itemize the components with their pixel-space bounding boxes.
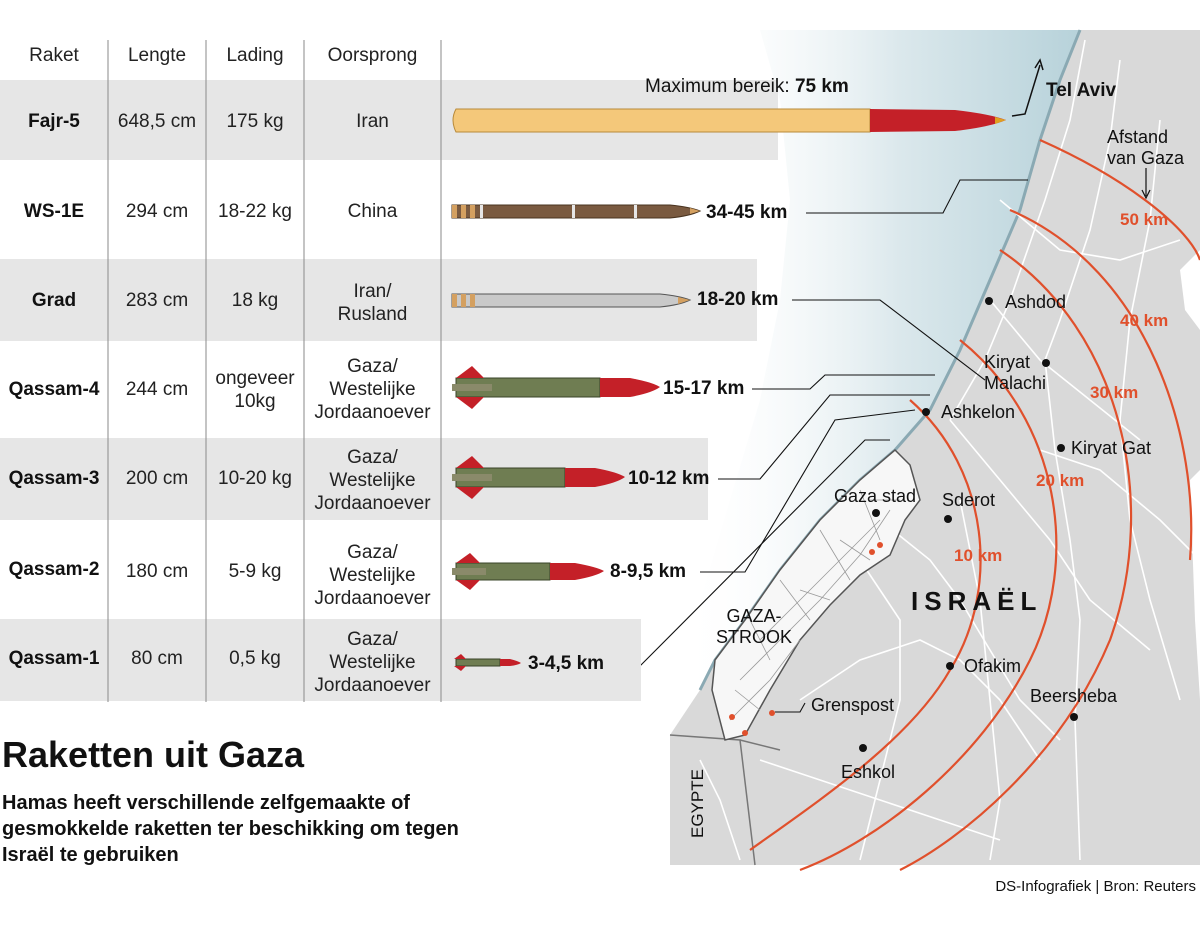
city-ashkelon: Ashkelon	[941, 402, 1016, 422]
city-sderot: Sderot	[942, 490, 996, 510]
length-qassam-2: 180 cm	[125, 561, 189, 582]
land	[670, 30, 1200, 865]
leader-lines	[620, 179, 1028, 713]
rocket-name-qassam-4: Qassam-4	[8, 379, 100, 400]
origin-qassam-1: Gaza/Westelijke Jordaanoever	[314, 629, 431, 696]
range-grad: 18-20 km	[697, 289, 779, 310]
rocket-qassam-4	[452, 366, 660, 409]
rocket-qassam-2	[452, 553, 604, 590]
range-ws-1e: 34-45 km	[706, 202, 788, 223]
egypt-label: EGYPTE	[688, 769, 707, 838]
range-qassam-3: 10-12 km	[628, 468, 710, 489]
page-subtitle: Hamas heeft verschillende zelfgemaakte o…	[2, 792, 459, 866]
gaza-streets	[729, 489, 900, 721]
length-qassam-3: 200 cm	[125, 468, 189, 489]
rocket-name-qassam-2: Qassam-2	[8, 559, 100, 580]
page-title: Raketten uit Gaza	[2, 734, 305, 775]
header-length: Lengte	[127, 45, 187, 66]
rocket-fajr-5	[452, 108, 1006, 133]
payload-qassam-2: 5-9 kg	[228, 561, 282, 582]
ring-label-40: 40 km	[1120, 311, 1169, 330]
city-beersheba: Beersheba	[1030, 686, 1118, 706]
city-dots	[859, 297, 1078, 752]
roads	[699, 39, 1200, 861]
length-ws-1e: 294 cm	[125, 201, 189, 222]
length-qassam-1: 80 cm	[131, 648, 183, 669]
payload-qassam-1: 0,5 kg	[229, 648, 281, 669]
range-qassam-4: 15-17 km	[663, 378, 745, 399]
rocket-name-qassam-3: Qassam-3	[8, 468, 100, 489]
origin-grad: Iran/Rusland	[337, 281, 408, 325]
country-israel: ISRAËL	[911, 586, 1043, 616]
rocket-qassam-1	[454, 654, 521, 671]
payload-qassam-4: ongeveer 10kg	[215, 368, 295, 412]
city-ofakim: Ofakim	[964, 656, 1022, 676]
ring-label-10: 10 km	[954, 546, 1003, 565]
rocket-name-ws-1e: WS-1E	[23, 201, 85, 222]
rocket-grad	[451, 293, 692, 308]
payload-grad: 18 kg	[231, 290, 279, 311]
distance-label: Afstand van Gaza	[1107, 127, 1185, 168]
city-kiryat-malachi: Kiryat Malachi	[984, 352, 1047, 393]
ring-label-20: 20 km	[1036, 471, 1085, 490]
origin-qassam-4: Gaza/Westelijke Jordaanoever	[314, 356, 431, 423]
row-band-qassam-1	[0, 619, 641, 701]
city-eshkol: Eshkol	[841, 762, 896, 782]
payload-ws-1e: 18-22 kg	[218, 201, 292, 222]
length-qassam-4: 244 cm	[125, 379, 189, 400]
rocket-name-grad: Grad	[31, 290, 77, 311]
rocket-name-fajr-5: Fajr-5	[28, 111, 80, 132]
range-qassam-1: 3-4,5 km	[528, 653, 605, 674]
origin-ws-1e: China	[347, 201, 398, 222]
border-post: Grenspost	[811, 695, 895, 715]
payload-qassam-3: 10-20 kg	[218, 468, 292, 489]
city-ashdod: Ashdod	[1005, 292, 1067, 312]
rocket-name-qassam-1: Qassam-1	[8, 648, 100, 669]
ring-label-30: 30 km	[1090, 383, 1139, 402]
rocket-ws-1e	[451, 204, 702, 219]
header-origin: Oorsprong	[327, 45, 418, 66]
ring-label-50: 50 km	[1120, 210, 1169, 229]
origin-qassam-2: Gaza/Westelijke Jordaanoever	[314, 542, 431, 609]
city-gaza-stad: Gaza stad	[834, 486, 917, 506]
source-credit: DS-Infografiek | Bron: Reuters	[995, 878, 1196, 895]
origin-fajr-5: Iran	[356, 111, 389, 132]
max-range-label: Maximum bereik: 75 km	[645, 76, 849, 97]
origin-qassam-3: Gaza/Westelijke Jordaanoever	[314, 447, 431, 514]
city-kiryat-gat: Kiryat Gat	[1071, 438, 1152, 458]
gaza-strip-label: GAZA- STROOK	[716, 606, 793, 647]
range-qassam-2: 8-9,5 km	[610, 561, 687, 582]
header-payload: Lading	[226, 45, 284, 66]
length-fajr-5: 648,5 cm	[117, 111, 197, 132]
city-tel-aviv: Tel Aviv	[1046, 80, 1117, 101]
length-grad: 283 cm	[125, 290, 189, 311]
header-rocket: Raket	[29, 45, 79, 66]
payload-fajr-5: 175 kg	[226, 111, 284, 132]
rocket-qassam-3	[452, 456, 625, 499]
